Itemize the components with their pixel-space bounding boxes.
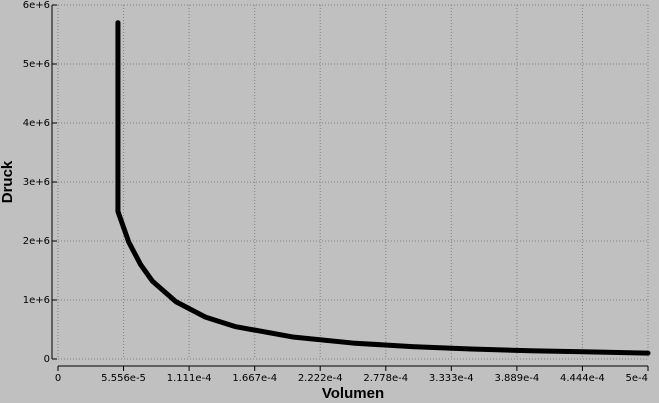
y-tick-label: 6e+6	[23, 0, 50, 11]
x-tick-label: 5e-4	[626, 373, 649, 384]
y-tick-label: 5e+6	[23, 59, 50, 70]
data-line	[115, 20, 651, 356]
x-axis-title: Volumen	[322, 385, 384, 402]
y-tick-label: 4e+6	[23, 118, 50, 129]
x-tick-label: 5.556e-5	[101, 373, 146, 384]
y-tick-label: 2e+6	[23, 236, 50, 247]
x-tick-label: 0	[55, 373, 61, 384]
x-tick-label: 4.444e-4	[560, 373, 605, 384]
y-axis-title: Druck	[0, 160, 16, 203]
y-tick-label: 1e+6	[23, 295, 50, 306]
y-tick-label: 0	[44, 354, 50, 365]
x-tick-label: 3.333e-4	[429, 373, 474, 384]
y-tick-label: 3e+6	[23, 177, 50, 188]
x-tick-label: 3.889e-4	[495, 373, 540, 384]
x-tick-label: 1.111e-4	[167, 373, 212, 384]
x-tick-label: 2.778e-4	[363, 373, 408, 384]
x-tick-label: 1.667e-4	[232, 373, 277, 384]
x-tick-label: 2.222e-4	[298, 373, 343, 384]
